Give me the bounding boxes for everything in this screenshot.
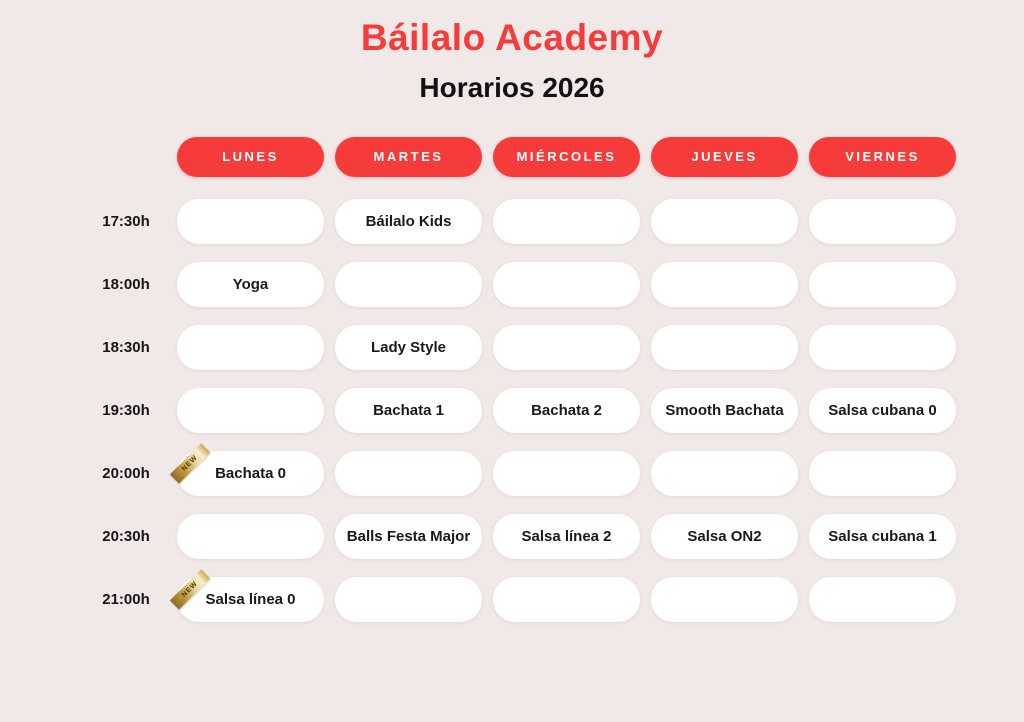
cell-lunes-1800: Yoga (177, 261, 324, 307)
day-header-viernes: VIERNES (809, 136, 956, 177)
day-header-martes: MARTES (335, 136, 482, 177)
cell-jueves-1930: Smooth Bachata (651, 387, 798, 433)
cell-martes-1800 (335, 261, 482, 307)
cell-martes-1730: Báilalo Kids (335, 198, 482, 244)
cell-martes-1830: Lady Style (335, 324, 482, 370)
cell-viernes-1830 (809, 324, 956, 370)
class-label: Salsa línea 0 (205, 590, 296, 608)
cell-jueves-2030: Salsa ON2 (651, 513, 798, 559)
cell-miercoles-1730 (493, 198, 640, 244)
cell-miercoles-1800 (493, 261, 640, 307)
cell-lunes-2030 (177, 513, 324, 559)
class-label: Bachata 1 (373, 401, 444, 419)
cell-jueves-1800 (651, 261, 798, 307)
new-badge-icon: NEW (169, 568, 211, 610)
cell-jueves-1730 (651, 198, 798, 244)
cell-lunes-1730 (177, 198, 324, 244)
cell-miercoles-2030: Salsa línea 2 (493, 513, 640, 559)
class-label: Lady Style (370, 338, 447, 356)
day-header-lunes: LUNES (177, 136, 324, 177)
class-label: Salsa ON2 (687, 527, 762, 545)
cell-miercoles-1930: Bachata 2 (493, 387, 640, 433)
cell-lunes-2000: NEW Bachata 0 (169, 442, 324, 496)
class-label: Báilalo Kids (365, 212, 452, 230)
schedule-year-title: Horarios 2026 (419, 72, 605, 104)
class-label: Smooth Bachata (665, 401, 784, 419)
time-label-1730: 17:30h (102, 212, 150, 230)
cell-jueves-2000 (651, 450, 798, 496)
time-label-2100: 21:00h (102, 590, 150, 608)
cell-viernes-1930: Salsa cubana 0 (809, 387, 956, 433)
cell-martes-2030: Balls Festa Major (335, 513, 482, 559)
cell-viernes-2000 (809, 450, 956, 496)
schedule-grid: LUNES MARTES MIÉRCOLES JUEVES VIERNES 17… (0, 136, 1024, 622)
cell-martes-2000 (335, 450, 482, 496)
cell-viernes-2030: Salsa cubana 1 (809, 513, 956, 559)
cell-martes-2100 (335, 576, 482, 622)
academy-title: Báilalo Academy (360, 17, 664, 58)
class-label: Salsa línea 2 (521, 527, 612, 545)
cell-lunes-2100: NEW Salsa línea 0 (169, 568, 324, 622)
cell-viernes-1730 (809, 198, 956, 244)
class-label: Salsa cubana 1 (828, 527, 937, 545)
cell-viernes-2100 (809, 576, 956, 622)
cell-miercoles-2100 (493, 576, 640, 622)
class-label: Balls Festa Major (346, 527, 471, 545)
cell-jueves-2100 (651, 576, 798, 622)
day-header-miercoles: MIÉRCOLES (493, 136, 640, 177)
time-label-1830: 18:30h (102, 338, 150, 356)
new-badge-icon: NEW (169, 442, 211, 484)
class-label: Bachata 2 (531, 401, 602, 419)
class-label: Bachata 0 (215, 464, 286, 482)
time-label-2000: 20:00h (102, 464, 150, 482)
cell-miercoles-1830 (493, 324, 640, 370)
cell-jueves-1830 (651, 324, 798, 370)
class-label: Salsa cubana 0 (828, 401, 937, 419)
cell-lunes-1930 (177, 387, 324, 433)
cell-viernes-1800 (809, 261, 956, 307)
cell-lunes-1830 (177, 324, 324, 370)
time-label-1930: 19:30h (102, 401, 150, 419)
header-spacer (86, 137, 166, 181)
cell-martes-1930: Bachata 1 (335, 387, 482, 433)
class-label: Yoga (232, 275, 269, 293)
cell-miercoles-2000 (493, 450, 640, 496)
time-label-2030: 20:30h (102, 527, 150, 545)
time-label-1800: 18:00h (102, 275, 150, 293)
day-header-jueves: JUEVES (651, 136, 798, 177)
